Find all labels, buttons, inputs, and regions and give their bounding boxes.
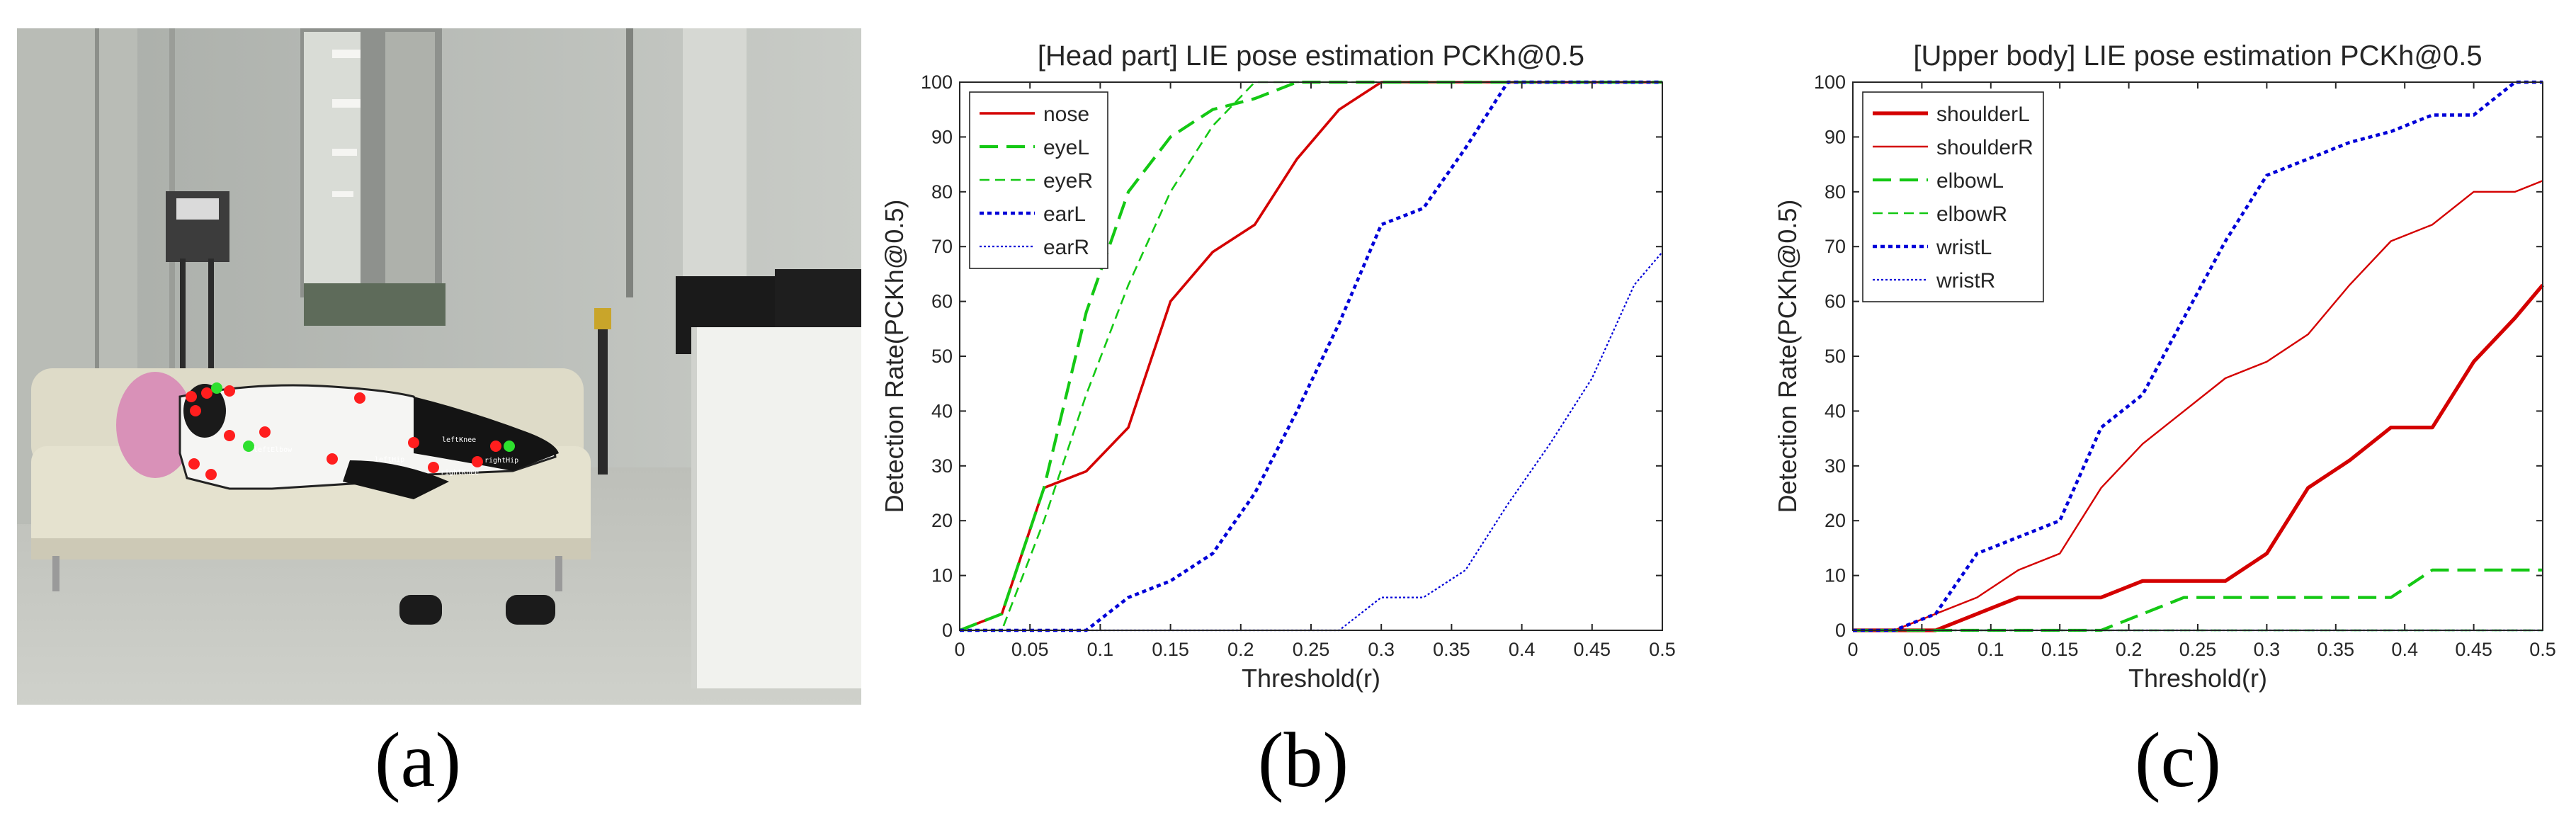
x-axis-label: Threshold(r): [1242, 664, 1380, 693]
y-tick-label: 20: [931, 510, 953, 531]
legend-label: elbowR: [1936, 203, 2007, 226]
legend-label: eyeL: [1043, 136, 1089, 159]
keypoint-tag: leftHip: [375, 456, 404, 464]
keypoint-tag: leftElbow: [254, 446, 293, 454]
x-tick-label: 0: [1847, 639, 1858, 660]
x-tick-label: 0.35: [2317, 639, 2355, 660]
x-tick-label: 0.5: [2529, 639, 2556, 660]
x-tick-label: 0.45: [1574, 639, 1611, 660]
panel-label-a: (a): [375, 717, 461, 803]
x-tick-label: 0.2: [1227, 639, 1254, 660]
y-axis-label: Detection Rate(PCKh@0.5): [1773, 200, 1802, 513]
y-tick-label: 10: [1825, 565, 1846, 586]
series-line-shoulderR: [1853, 180, 2543, 632]
upper-body-pckh-chart: 0 0.05 0.1 0.15 0.2 0.25 0.3 0.35 0.4 0.45 0.5 0 10 2…: [1773, 40, 2556, 693]
slipper-left: [399, 595, 442, 625]
x-tick-label: 0: [954, 639, 965, 660]
x-tick-label: 0.3: [2254, 639, 2281, 660]
y-tick-label: 40: [1825, 400, 1846, 421]
x-tick-label: 0.3: [1368, 639, 1395, 660]
x-tick-label: 0.35: [1433, 639, 1470, 660]
series-line-shoulderL: [1853, 283, 2544, 632]
panel-label-b: (b): [1258, 717, 1349, 803]
pink-pillow: [116, 372, 194, 478]
legend-label: earL: [1043, 203, 1086, 226]
legend-label: wristL: [1936, 236, 1992, 259]
keypoint-tag: leftKnee: [442, 436, 476, 444]
x-tick-label: 0.25: [2179, 639, 2217, 660]
x-tick-label: 0.05: [1903, 639, 1941, 660]
head-part-pckh-chart: 0 0.05 0.1 0.15 0.2 0.25 0.3 0.35 0.4 0.45 0.5 0 10 2…: [880, 40, 1676, 693]
x-tick-label: 0.25: [1293, 639, 1330, 660]
x-tick-label: 0.05: [1011, 639, 1049, 660]
x-tick-label: 0.4: [1509, 639, 1536, 660]
series-line-wristL: [1853, 80, 2543, 632]
panel-label-c: (c): [2135, 717, 2221, 803]
y-tick-label: 80: [1825, 181, 1846, 203]
y-tick-label: 50: [1825, 346, 1846, 367]
y-tick-label: 90: [931, 126, 953, 147]
y-tick-label: 60: [931, 291, 953, 312]
legend-label: eyeR: [1043, 169, 1093, 193]
y-tick-label: 10: [931, 565, 953, 586]
y-tick-label: 60: [1825, 291, 1846, 312]
y-tick-label: 40: [931, 400, 953, 421]
legend-label: nose: [1043, 103, 1089, 126]
x-tick-label: 0.45: [2455, 639, 2492, 660]
y-tick-label: 0: [942, 620, 953, 641]
x-tick-label: 0.5: [1649, 639, 1676, 660]
slipper-right: [506, 595, 555, 625]
y-tick-label: 20: [1825, 510, 1846, 531]
legend-label: shoulderR: [1936, 136, 2033, 159]
person: [178, 384, 557, 490]
series-line-earL: [960, 80, 1662, 632]
y-tick-label: 90: [1825, 126, 1846, 147]
keypoint-tag: rightHip: [484, 457, 518, 465]
y-tick-label: 0: [1835, 620, 1846, 641]
y-tick-label: 70: [931, 236, 953, 257]
chart-title: [Upper body] LIE pose estimation PCKh@0.…: [1913, 40, 2482, 72]
x-tick-label: 0.1: [1087, 639, 1114, 660]
keypoints: [186, 382, 515, 480]
chart-title: [Head part] LIE pose estimation PCKh@0.5: [1038, 40, 1584, 72]
y-tick-label: 70: [1825, 236, 1846, 257]
y-tick-label: 50: [931, 346, 953, 367]
x-tick-label: 0.4: [2391, 639, 2418, 660]
legend-label: shoulderL: [1936, 103, 2030, 126]
y-tick-label: 30: [1825, 455, 1846, 477]
x-axis-label: Threshold(r): [2128, 664, 2267, 693]
series-line-elbowL: [1853, 568, 2543, 632]
legend-label: wristR: [1936, 269, 1995, 292]
y-tick-label: 100: [921, 72, 953, 93]
y-axis-label: Detection Rate(PCKh@0.5): [880, 200, 909, 513]
legend-label: earR: [1043, 236, 1089, 259]
y-tick-label: 80: [931, 181, 953, 203]
white-partition: [696, 327, 861, 688]
lying-pose-photo: leftKnee rightKnee leftHip rightHip left…: [17, 28, 861, 705]
x-tick-label: 0.15: [1152, 639, 1189, 660]
legend-box: [969, 91, 1108, 269]
legend-label: elbowL: [1936, 169, 2004, 193]
y-tick-label: 30: [931, 455, 953, 477]
keypoint-tag: rightKnee: [441, 469, 479, 477]
y-tick-label: 100: [1814, 72, 1846, 93]
x-tick-label: 0.2: [2116, 639, 2143, 660]
x-tick-label: 0.15: [2041, 639, 2079, 660]
x-tick-label: 0.1: [1978, 639, 2004, 660]
legend-box: [1862, 91, 2044, 302]
